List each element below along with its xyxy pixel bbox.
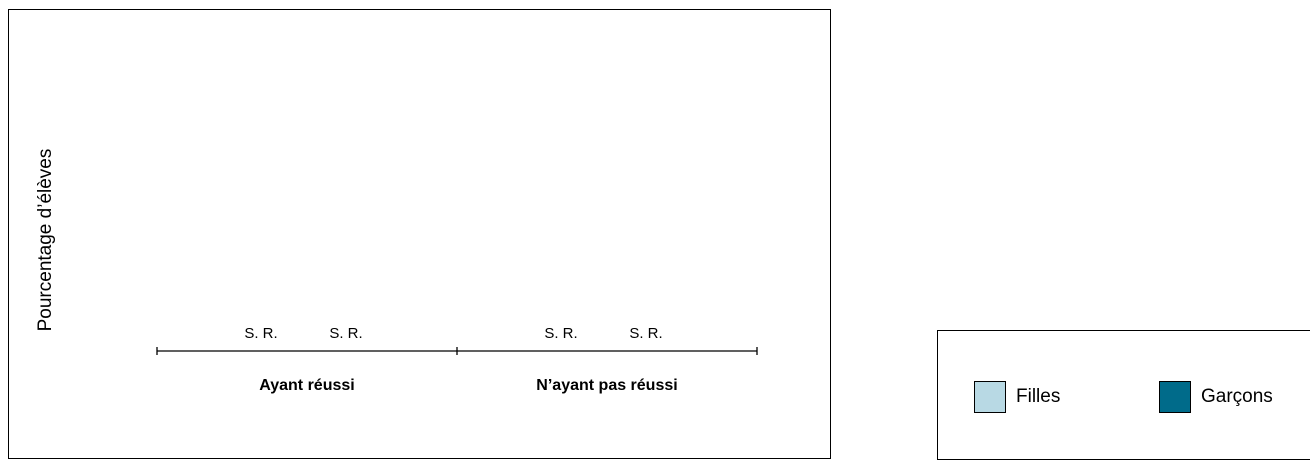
legend-item-filles: Filles: [974, 381, 1060, 413]
data-label: S. R.: [244, 325, 277, 342]
legend-item-garcons: Garçons: [1159, 381, 1273, 413]
x-tick-label: N’ayant pas réussi: [536, 377, 677, 394]
data-label: S. R.: [629, 325, 662, 342]
data-label: S. R.: [329, 325, 362, 342]
x-tick-label: Ayant réussi: [259, 377, 354, 394]
legend-swatch-filles: [974, 381, 1006, 413]
legend-swatch-garcons: [1159, 381, 1191, 413]
chart-plot: Ayant réussi N’ayant pas réussi S. R. S. R.…: [156, 325, 758, 394]
data-label: S. R.: [544, 325, 577, 342]
legend-label-filles: Filles: [1016, 386, 1061, 407]
legend-label-garcons: Garçons: [1201, 386, 1273, 407]
legend: Filles Garçons: [937, 330, 1310, 460]
